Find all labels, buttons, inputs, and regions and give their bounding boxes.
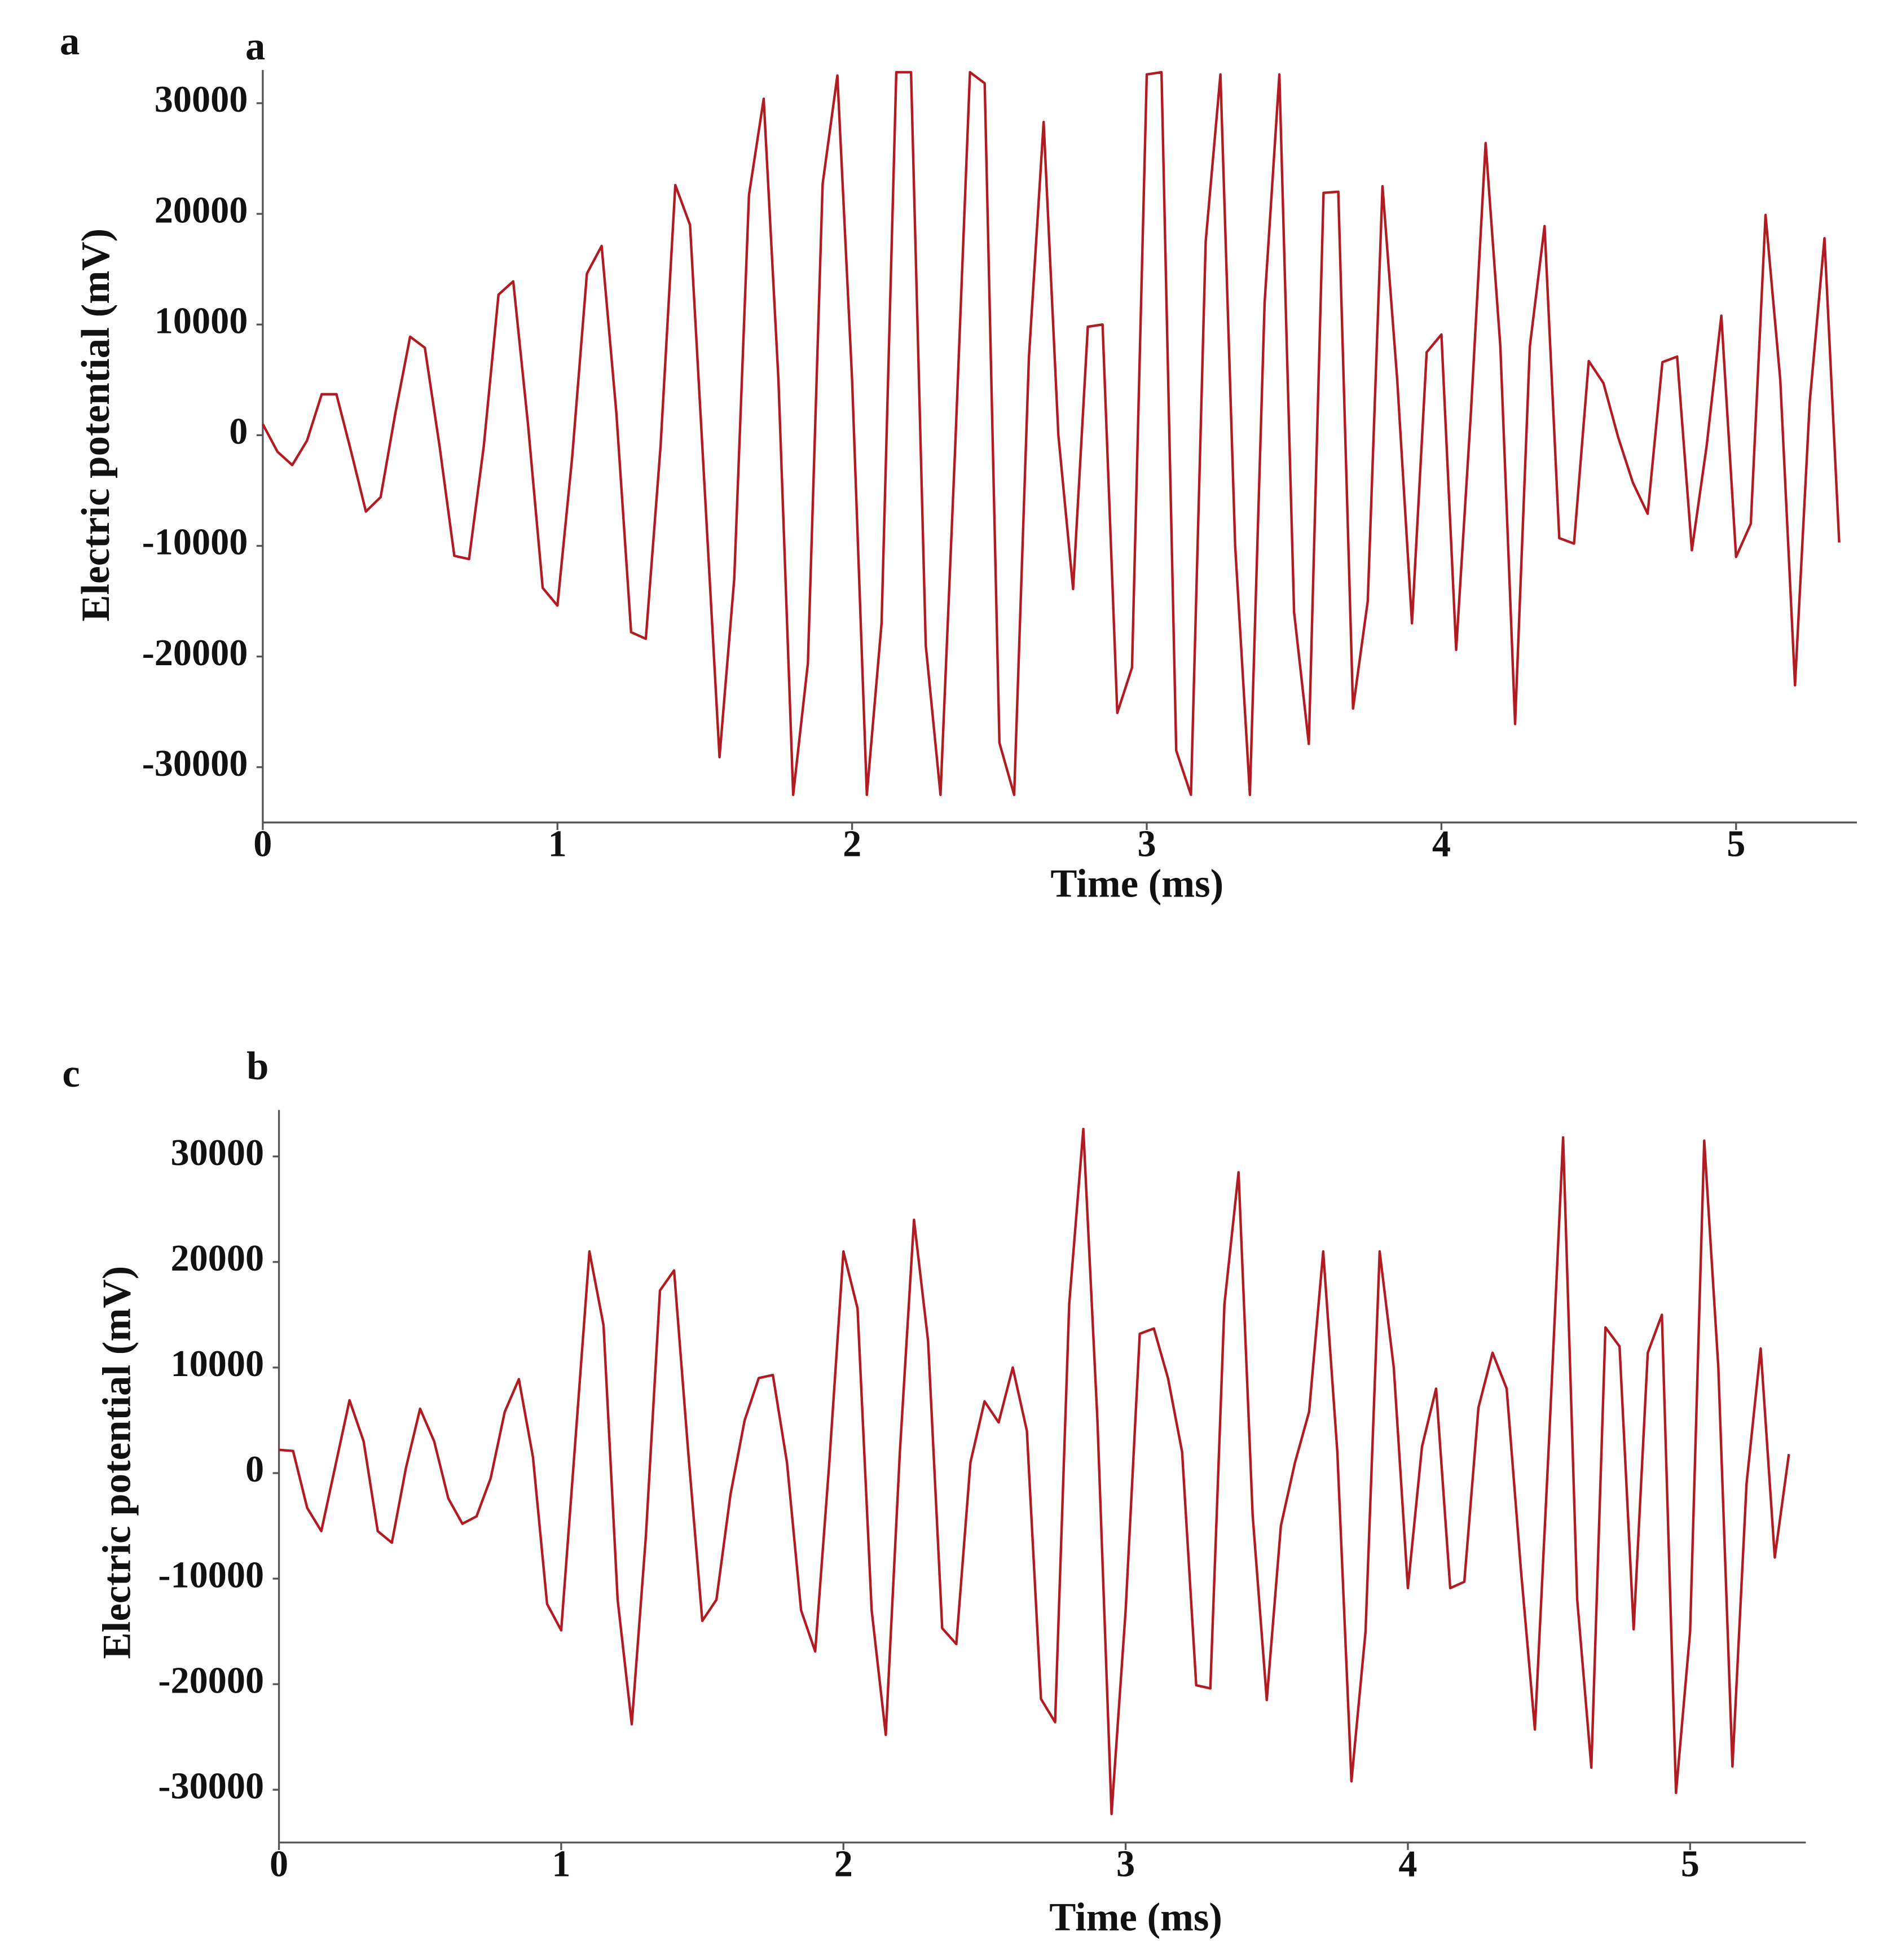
y-tick-label: 30000 [155,79,248,120]
y-tick-label: -10000 [142,522,248,563]
y-tick-label: 10000 [155,300,248,341]
x-tick-label: 3 [1116,1843,1135,1884]
x-axis-label: Time (ms) [1050,862,1223,906]
x-tick-label: 1 [552,1843,570,1884]
y-tick-label: -30000 [142,743,248,784]
x-tick-label: 1 [548,823,567,864]
y-tick-label: -20000 [142,632,248,674]
panel-label: a [245,24,265,68]
x-tick-label: 2 [834,1843,853,1884]
y-tick-label: 0 [245,1449,264,1490]
y-tick-label: 20000 [171,1238,265,1279]
y-tick-label: 0 [229,411,248,452]
y-tick-label: 10000 [171,1343,265,1385]
x-tick-label: 2 [843,823,861,864]
y-tick-label: -30000 [158,1765,264,1807]
x-tick-label: 4 [1432,823,1451,864]
x-axis-label: Time (ms) [1049,1895,1222,1939]
panel-label: c [62,1052,80,1096]
x-tick-label: 4 [1398,1843,1417,1884]
x-tick-label: 0 [253,823,272,864]
data-line [279,1127,1790,1816]
x-tick-label: 5 [1727,823,1745,864]
x-tick-label: 0 [270,1843,288,1884]
data-line [261,71,1841,797]
panel-label: a [60,19,80,63]
x-tick-label: 3 [1137,823,1156,864]
y-tick-label: 30000 [171,1132,265,1174]
y-tick-label: 20000 [155,190,248,231]
x-tick-label: 5 [1681,1843,1700,1884]
y-axis-label: Electric potential (mV) [95,1266,139,1659]
y-axis-label: Electric potential (mV) [74,228,118,622]
panel-label: b [246,1044,268,1088]
y-tick-label: -10000 [158,1554,264,1596]
y-tick-label: -20000 [158,1660,264,1701]
